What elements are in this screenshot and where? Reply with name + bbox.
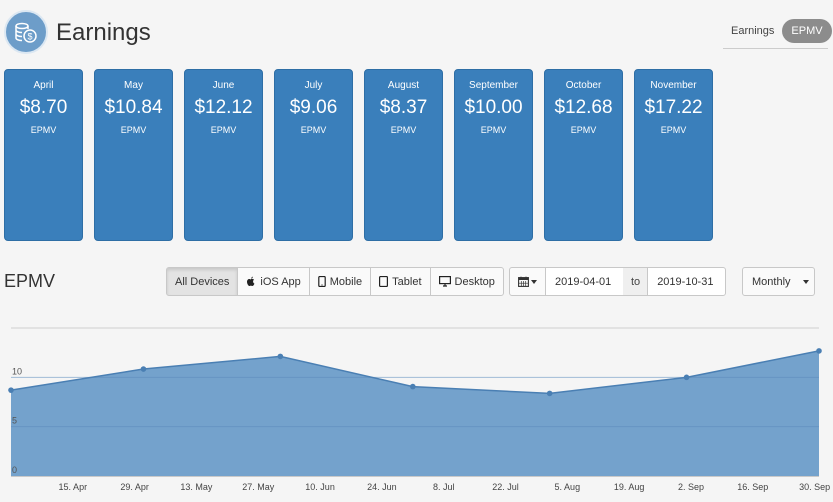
month-card: October $12.68 EPMV — [544, 69, 623, 241]
calendar-icon — [518, 276, 529, 287]
section-title: EPMV — [4, 271, 56, 291]
x-tick-label: 10. Jun — [305, 482, 335, 492]
y-tick-label: 0 — [12, 465, 17, 475]
coins-dollar-icon: $ — [15, 22, 37, 43]
data-point — [546, 390, 553, 397]
mobile-icon — [317, 276, 326, 287]
epmv-area-chart: 0 5 10 15. Apr 29. Apr 13. May 27. May 10. Jun 2… — [8, 327, 830, 492]
card-unit: EPMV — [120, 125, 147, 135]
device-desktop-label: Desktop — [454, 275, 495, 288]
apple-icon — [247, 276, 255, 286]
device-tablet-button[interactable]: Tablet — [370, 267, 431, 296]
desktop-icon — [438, 276, 451, 287]
card-value: $9.06 — [289, 97, 338, 118]
card-unit: EPMV — [300, 125, 327, 135]
x-tick-label: 22. Jul — [492, 482, 519, 492]
period-select[interactable]: Monthly — [742, 267, 815, 296]
epmv-chart: 0 5 10 15. Apr 29. Apr 13. May 27. May 10. Jun 2… — [0, 320, 833, 502]
month-card: July $9.06 EPMV — [274, 69, 353, 241]
page-title: Earnings — [56, 19, 151, 46]
device-all-button[interactable]: All Devices — [166, 267, 239, 296]
x-tick-label: 16. Sep — [737, 482, 768, 492]
card-month: August — [387, 80, 420, 91]
device-tablet-label: Tablet — [392, 275, 422, 288]
card-unit: EPMV — [390, 125, 417, 135]
card-month: April — [33, 80, 54, 91]
month-card: April $8.70 EPMV — [4, 69, 83, 241]
month-card: August $8.37 EPMV — [364, 69, 443, 241]
x-tick-label: 8. Jul — [433, 482, 455, 492]
toggle-epmv[interactable]: EPMV — [782, 19, 832, 43]
device-all-label: All Devices — [175, 275, 230, 288]
chevron-down-icon — [531, 279, 537, 284]
card-unit: EPMV — [570, 125, 597, 135]
x-tick-label: 15. Apr — [59, 482, 88, 492]
data-point — [816, 348, 822, 354]
month-card: May $10.84 EPMV — [94, 69, 173, 241]
x-tick-label: 13. May — [180, 482, 213, 492]
card-month: November — [650, 80, 697, 91]
x-tick-label: 5. Aug — [555, 482, 581, 492]
data-point — [683, 374, 690, 381]
date-range: to — [509, 267, 727, 296]
data-point — [409, 383, 416, 390]
x-tick-label: 27. May — [242, 482, 275, 492]
card-value: $10.84 — [104, 97, 163, 118]
toggle-divider — [723, 48, 828, 49]
card-value: $12.12 — [194, 97, 253, 118]
card-month: May — [124, 80, 143, 91]
chevron-down-icon — [802, 279, 809, 284]
x-tick-label: 29. Apr — [120, 482, 149, 492]
device-mobile-button[interactable]: Mobile — [308, 267, 372, 296]
date-separator: to — [623, 267, 649, 296]
device-filter: All Devices iOS App Mobile Tablet Deskto… — [166, 267, 504, 296]
card-unit: EPMV — [30, 125, 57, 135]
x-tick-label: 30. Sep — [799, 482, 830, 492]
card-value: $8.70 — [19, 97, 68, 118]
calendar-button[interactable] — [509, 267, 546, 296]
card-value: $10.00 — [464, 97, 523, 118]
data-point — [140, 366, 147, 372]
view-toggle: Earnings EPMV — [723, 18, 832, 44]
month-card: November $17.22 EPMV — [634, 69, 713, 241]
card-month: October — [565, 80, 602, 91]
date-to-input[interactable] — [647, 267, 727, 296]
data-point — [277, 353, 284, 360]
period-label: Monthly — [752, 275, 791, 288]
device-desktop-button[interactable]: Desktop — [429, 267, 504, 296]
x-tick-label: 24. Jun — [367, 482, 397, 492]
x-tick-label: 19. Aug — [614, 482, 645, 492]
card-value: $17.22 — [644, 97, 703, 118]
card-unit: EPMV — [480, 125, 507, 135]
y-tick-label: 5 — [12, 416, 17, 426]
card-month: September — [469, 80, 518, 91]
card-month: June — [212, 80, 235, 91]
series-area — [11, 350, 819, 476]
svg-text:$: $ — [27, 32, 32, 42]
card-month: July — [304, 80, 323, 91]
device-ios-label: iOS App — [260, 275, 301, 288]
data-point — [8, 387, 14, 393]
tablet-icon — [379, 276, 389, 287]
card-unit: EPMV — [660, 125, 687, 135]
month-card: September $10.00 EPMV — [454, 69, 533, 241]
y-tick-label: 10 — [12, 366, 22, 376]
toggle-earnings[interactable]: Earnings — [731, 25, 775, 37]
month-card: June $12.12 EPMV — [184, 69, 263, 241]
device-mobile-label: Mobile — [329, 275, 363, 288]
card-value: $12.68 — [554, 97, 613, 118]
date-from-input[interactable] — [545, 267, 624, 296]
card-value: $8.37 — [379, 97, 428, 118]
earnings-logo: $ — [4, 10, 48, 54]
x-tick-label: 2. Sep — [678, 482, 704, 492]
card-unit: EPMV — [210, 125, 237, 135]
device-ios-button[interactable]: iOS App — [237, 267, 310, 296]
